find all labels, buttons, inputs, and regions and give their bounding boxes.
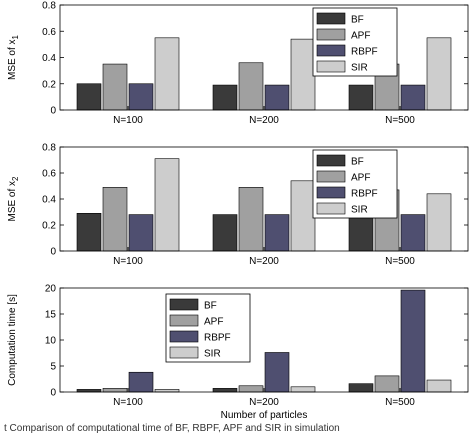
legend: BF APF RBPF SIR — [165, 293, 251, 363]
legend-swatch-apf — [316, 28, 346, 41]
y-tick-label: 0.2 — [42, 221, 56, 232]
bar-apf-n200 — [238, 62, 264, 111]
legend-label-sir: SIR — [351, 63, 368, 74]
chart-panel-3: 0 5 10 15 20 N=100 N=200 N=500 Computation time … — [7, 284, 469, 421]
y-tick-label: 15 — [45, 310, 57, 321]
bar-rbpf-n200 — [264, 84, 290, 111]
legend-label-bf: BF — [204, 301, 217, 312]
bar-sir-n200 — [290, 180, 316, 252]
legend-swatch-apf — [316, 170, 346, 183]
bar-rbpf-n200 — [264, 352, 290, 393]
chart-panel-1: 0 0.2 0.4 0.6 0.8 N=100 N=200 N=500 MSE of x1 BF A… — [7, 1, 469, 126]
bar-bf-n500 — [348, 383, 374, 393]
y-tick-label: 0.6 — [42, 27, 56, 38]
legend-label-sir: SIR — [351, 205, 368, 216]
legend-label-apf: APF — [351, 173, 370, 184]
figure-caption: t Comparison of computational time of BF… — [4, 423, 340, 434]
x-tick-label: N=200 — [249, 256, 279, 267]
bar-apf-n100 — [102, 187, 128, 252]
legend-swatch-sir — [316, 60, 346, 73]
legend-swatch-rbpf — [316, 186, 346, 199]
bar-sir-n500 — [426, 379, 452, 393]
legend-swatch-sir — [169, 346, 199, 359]
bar-bf-n500 — [348, 84, 374, 111]
bar-apf-n200 — [238, 187, 264, 252]
x-tick-label: N=500 — [385, 256, 415, 267]
x-tick-label: N=500 — [385, 397, 415, 408]
bar-apf-n500 — [374, 375, 400, 393]
y-tick-label: 0 — [50, 247, 56, 258]
legend-label-bf: BF — [351, 15, 364, 26]
bar-rbpf-n200 — [264, 214, 290, 252]
x-tick-label: N=200 — [249, 115, 279, 126]
x-tick-label: N=200 — [249, 397, 279, 408]
x-tick-label: N=100 — [113, 115, 143, 126]
legend-label-apf: APF — [204, 317, 223, 328]
bar-rbpf-n500 — [400, 84, 426, 111]
bar-sir-n500 — [426, 193, 452, 252]
bar-bf-n100 — [76, 83, 102, 111]
legend-swatch-apf — [169, 314, 199, 327]
y-tick-label: 20 — [45, 284, 57, 295]
legend-swatch-bf — [316, 12, 346, 25]
bar-apf-n100 — [102, 63, 128, 111]
bar-apf-n200 — [238, 385, 264, 393]
bar-bf-n500 — [348, 214, 374, 252]
legend-label-bf: BF — [351, 157, 364, 168]
legend-label-rbpf: RBPF — [351, 47, 378, 58]
legend-label-rbpf: RBPF — [204, 333, 231, 344]
x-tick-label: N=100 — [113, 397, 143, 408]
legend-label-apf: APF — [351, 31, 370, 42]
y-axis-label: MSE of x2 — [7, 176, 20, 222]
bar-bf-n200 — [212, 84, 238, 111]
legend-swatch-sir — [316, 202, 346, 215]
legend: BF APF RBPF SIR — [312, 7, 398, 77]
bar-sir-n500 — [426, 37, 452, 111]
bar-rbpf-n100 — [128, 83, 154, 111]
y-axis-label: Computation time [s] — [7, 294, 18, 386]
bar-rbpf-n100 — [128, 214, 154, 252]
bar-bf-n200 — [212, 388, 238, 393]
y-tick-label: 0.8 — [42, 143, 56, 154]
y-tick-label: 0.8 — [42, 1, 56, 12]
y-tick-label: 0.6 — [42, 169, 56, 180]
bar-rbpf-n500 — [400, 214, 426, 252]
y-tick-label: 10 — [45, 336, 57, 347]
bar-rbpf-n500 — [400, 289, 426, 393]
bar-sir-n200 — [290, 38, 316, 111]
bar-rbpf-n100 — [128, 371, 154, 393]
bar-sir-n100 — [154, 37, 180, 111]
y-tick-label: 0.4 — [42, 195, 56, 206]
bar-bf-n200 — [212, 214, 238, 252]
chart-panel-2: 0 0.2 0.4 0.6 0.8 N=100 N=200 N=500 MSE of x2 BF A… — [7, 143, 469, 267]
legend-swatch-rbpf — [169, 330, 199, 343]
y-tick-label: 0 — [50, 106, 56, 117]
legend-swatch-rbpf — [316, 44, 346, 57]
legend-swatch-bf — [169, 298, 199, 311]
legend: BF APF RBPF SIR — [312, 149, 398, 219]
x-tick-label: N=500 — [385, 115, 415, 126]
x-tick-label: N=100 — [113, 256, 143, 267]
bar-sir-n200 — [290, 386, 316, 393]
y-tick-label: 0.2 — [42, 79, 56, 90]
y-tick-label: 0 — [50, 388, 56, 399]
legend-swatch-bf — [316, 154, 346, 167]
y-tick-label: 5 — [50, 362, 56, 373]
bar-bf-n100 — [76, 213, 102, 252]
x-axis-label: Number of particles — [221, 410, 308, 421]
y-axis-label: MSE of x1 — [7, 34, 20, 80]
bar-sir-n100 — [154, 158, 180, 252]
legend-label-sir: SIR — [204, 349, 221, 360]
bar-apf-n100 — [102, 388, 128, 393]
y-tick-label: 0.4 — [42, 53, 56, 64]
legend-label-rbpf: RBPF — [351, 189, 378, 200]
